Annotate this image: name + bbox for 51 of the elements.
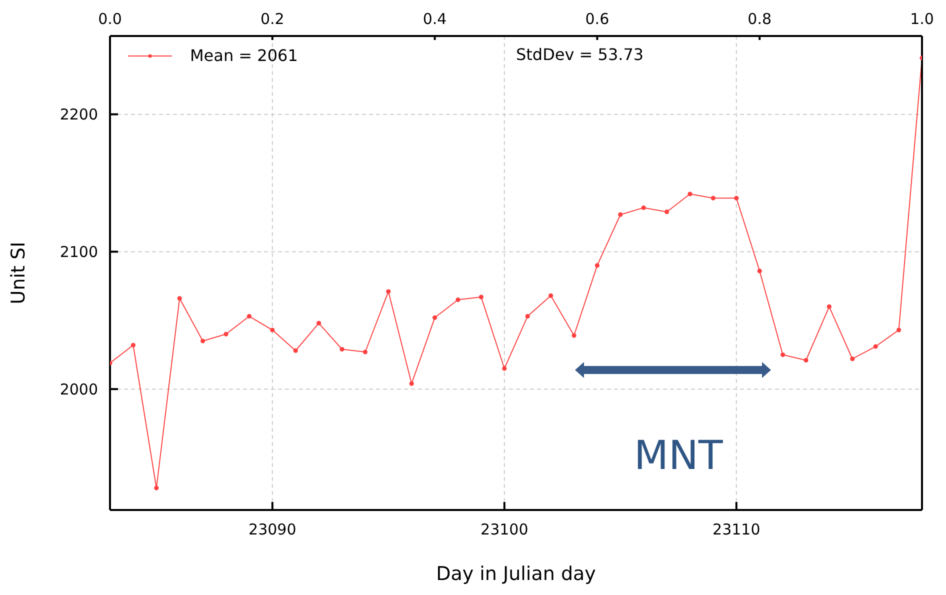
point <box>270 328 275 332</box>
x-tick-label: 23110 <box>712 520 760 539</box>
point <box>386 289 391 294</box>
point <box>340 346 344 352</box>
point <box>154 486 159 490</box>
point <box>130 342 136 348</box>
point <box>850 356 855 362</box>
y-tick-label: 2100 <box>60 243 98 262</box>
point <box>826 304 832 309</box>
point <box>572 333 576 338</box>
x2-tick-label: 0.4 <box>422 10 447 28</box>
point <box>618 212 623 217</box>
annotation: StdDev = 53.73 <box>516 45 644 64</box>
y-axis-title: Unit SI <box>8 242 30 304</box>
point <box>293 348 298 353</box>
point <box>734 196 739 200</box>
point <box>780 352 786 358</box>
point <box>548 293 554 298</box>
x2-tick-label: 0.8 <box>748 10 772 28</box>
x-tick-label: 23100 <box>480 520 528 539</box>
point <box>641 205 646 210</box>
point <box>873 344 878 349</box>
point <box>594 263 600 268</box>
point <box>710 196 716 200</box>
x2-tick-label: 1.0 <box>910 10 934 28</box>
point <box>502 366 507 371</box>
x2-tick-label: 0.2 <box>260 10 284 28</box>
point <box>688 192 692 196</box>
point <box>200 338 206 344</box>
x-axis-title: Day in Julian day <box>436 563 596 585</box>
y-tick-label: 2000 <box>60 380 98 398</box>
point <box>177 296 182 301</box>
point <box>478 294 484 300</box>
point <box>362 350 368 354</box>
point <box>316 320 322 326</box>
point <box>432 315 438 320</box>
point <box>409 381 414 386</box>
y-tick-label: 2200 <box>60 106 98 124</box>
point <box>525 314 530 319</box>
point <box>757 268 762 274</box>
point <box>664 210 670 214</box>
point <box>224 332 228 336</box>
point <box>456 297 460 302</box>
x-tick-label: 23090 <box>248 520 296 539</box>
legend-label: Mean = 2061 <box>190 46 298 65</box>
point <box>896 328 902 332</box>
annotation: MNT <box>634 433 723 479</box>
point <box>804 358 808 363</box>
point <box>246 314 252 319</box>
x2-tick-label: 0.6 <box>585 10 610 28</box>
x2-tick-label: 0.0 <box>98 10 122 28</box>
